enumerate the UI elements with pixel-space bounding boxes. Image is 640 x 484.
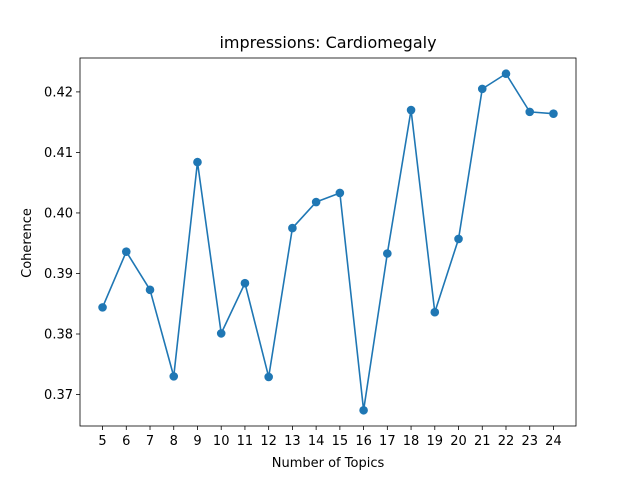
x-tick-label: 17 [379,434,396,449]
x-axis-label: Number of Topics [272,456,385,471]
x-tick-label: 16 [355,434,372,449]
x-tick-label: 21 [474,434,491,449]
data-point [549,109,558,118]
x-tick-label: 24 [545,434,562,449]
data-point [454,234,463,244]
data-point [501,69,511,79]
axes-frame [79,57,577,427]
x-tick-label: 8 [170,434,178,449]
data-point [477,84,487,94]
x-tick-label: 7 [146,434,154,449]
data-point [311,197,321,207]
chart-title: impressions: Cardiomegaly [219,33,436,52]
data-point [383,249,392,258]
y-axis-label: Coherence [20,208,35,278]
x-tick-label: 14 [308,434,325,449]
y-tick-label: 0.41 [44,146,73,161]
data-point [145,285,155,295]
x-tick-label: 5 [98,434,106,449]
x-tick-label: 13 [284,434,301,449]
data-point [406,105,416,115]
data-point [240,278,250,288]
y-tick-label: 0.42 [44,85,73,100]
data-point [430,307,440,317]
y-tick-label: 0.37 [44,388,73,403]
y-tick-label: 0.40 [44,206,73,221]
data-point [525,107,535,117]
data-point [288,223,297,233]
x-tick-label: 10 [213,434,230,449]
plot-area: 0.37 0.38 0.39 0.40 0.41 0.42 5 6 7 8 9 10 11 12 13 14 1… [44,57,577,449]
data-point [98,303,107,312]
data-point [169,372,179,381]
x-tick-label: 12 [260,434,277,449]
data-point [121,247,131,256]
x-tick-label: 20 [450,434,467,449]
series-line [101,72,554,412]
x-tick-label: 15 [332,434,349,449]
x-tick-label: 18 [403,434,420,449]
x-tick-label: 6 [122,434,130,449]
x-tick-label: 22 [498,434,515,449]
x-tick-label: 23 [521,434,538,449]
data-point [264,372,273,382]
y-tick-label: 0.38 [44,328,73,343]
data-point [216,329,226,338]
x-tick-label: 11 [237,434,254,449]
data-point [335,188,345,198]
y-tick-label: 0.39 [44,267,73,282]
x-tick-label: 19 [427,434,444,449]
x-tick-label: 9 [193,434,201,449]
data-point [193,157,202,167]
data-point [359,405,368,415]
